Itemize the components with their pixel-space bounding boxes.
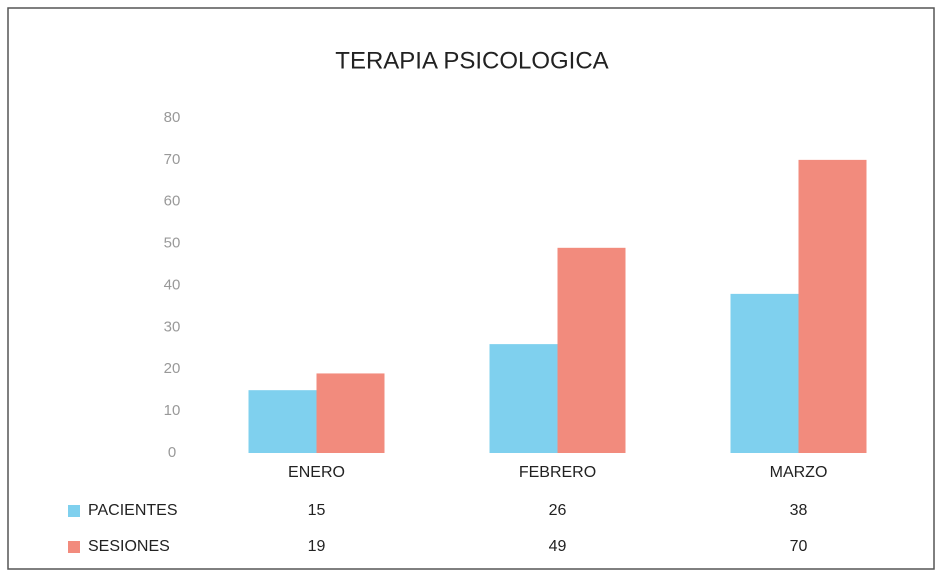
y-tick-label: 40 xyxy=(164,276,181,293)
bar xyxy=(730,293,799,453)
table-value: 19 xyxy=(308,538,326,555)
table-value: 26 xyxy=(549,502,567,519)
table-value: 15 xyxy=(308,502,326,519)
legend-swatch xyxy=(68,541,80,553)
bar xyxy=(798,159,867,453)
y-tick-label: 50 xyxy=(164,235,181,252)
y-tick-label: 10 xyxy=(164,402,181,419)
y-tick-label: 30 xyxy=(164,318,181,335)
y-tick-label: 70 xyxy=(164,151,181,168)
chart-title: TERAPIA PSICOLOGICA xyxy=(335,47,608,74)
bar xyxy=(557,247,626,453)
y-tick-label: 0 xyxy=(168,444,176,461)
x-tick-label: FEBRERO xyxy=(519,464,596,481)
bar xyxy=(316,373,385,453)
table-value: 49 xyxy=(549,538,567,555)
x-tick-label: MARZO xyxy=(770,464,828,481)
y-tick-label: 60 xyxy=(164,193,181,210)
table-value: 70 xyxy=(790,538,808,555)
legend-swatch xyxy=(68,505,80,517)
y-tick-label: 20 xyxy=(164,360,181,377)
y-tick-label: 80 xyxy=(164,109,181,126)
x-tick-label: ENERO xyxy=(288,464,345,481)
bar xyxy=(248,390,317,453)
chart-border xyxy=(7,7,935,570)
table-value: 38 xyxy=(790,502,808,519)
legend-label: SESIONES xyxy=(88,538,170,555)
bar xyxy=(489,344,558,453)
legend-label: PACIENTES xyxy=(88,502,178,519)
